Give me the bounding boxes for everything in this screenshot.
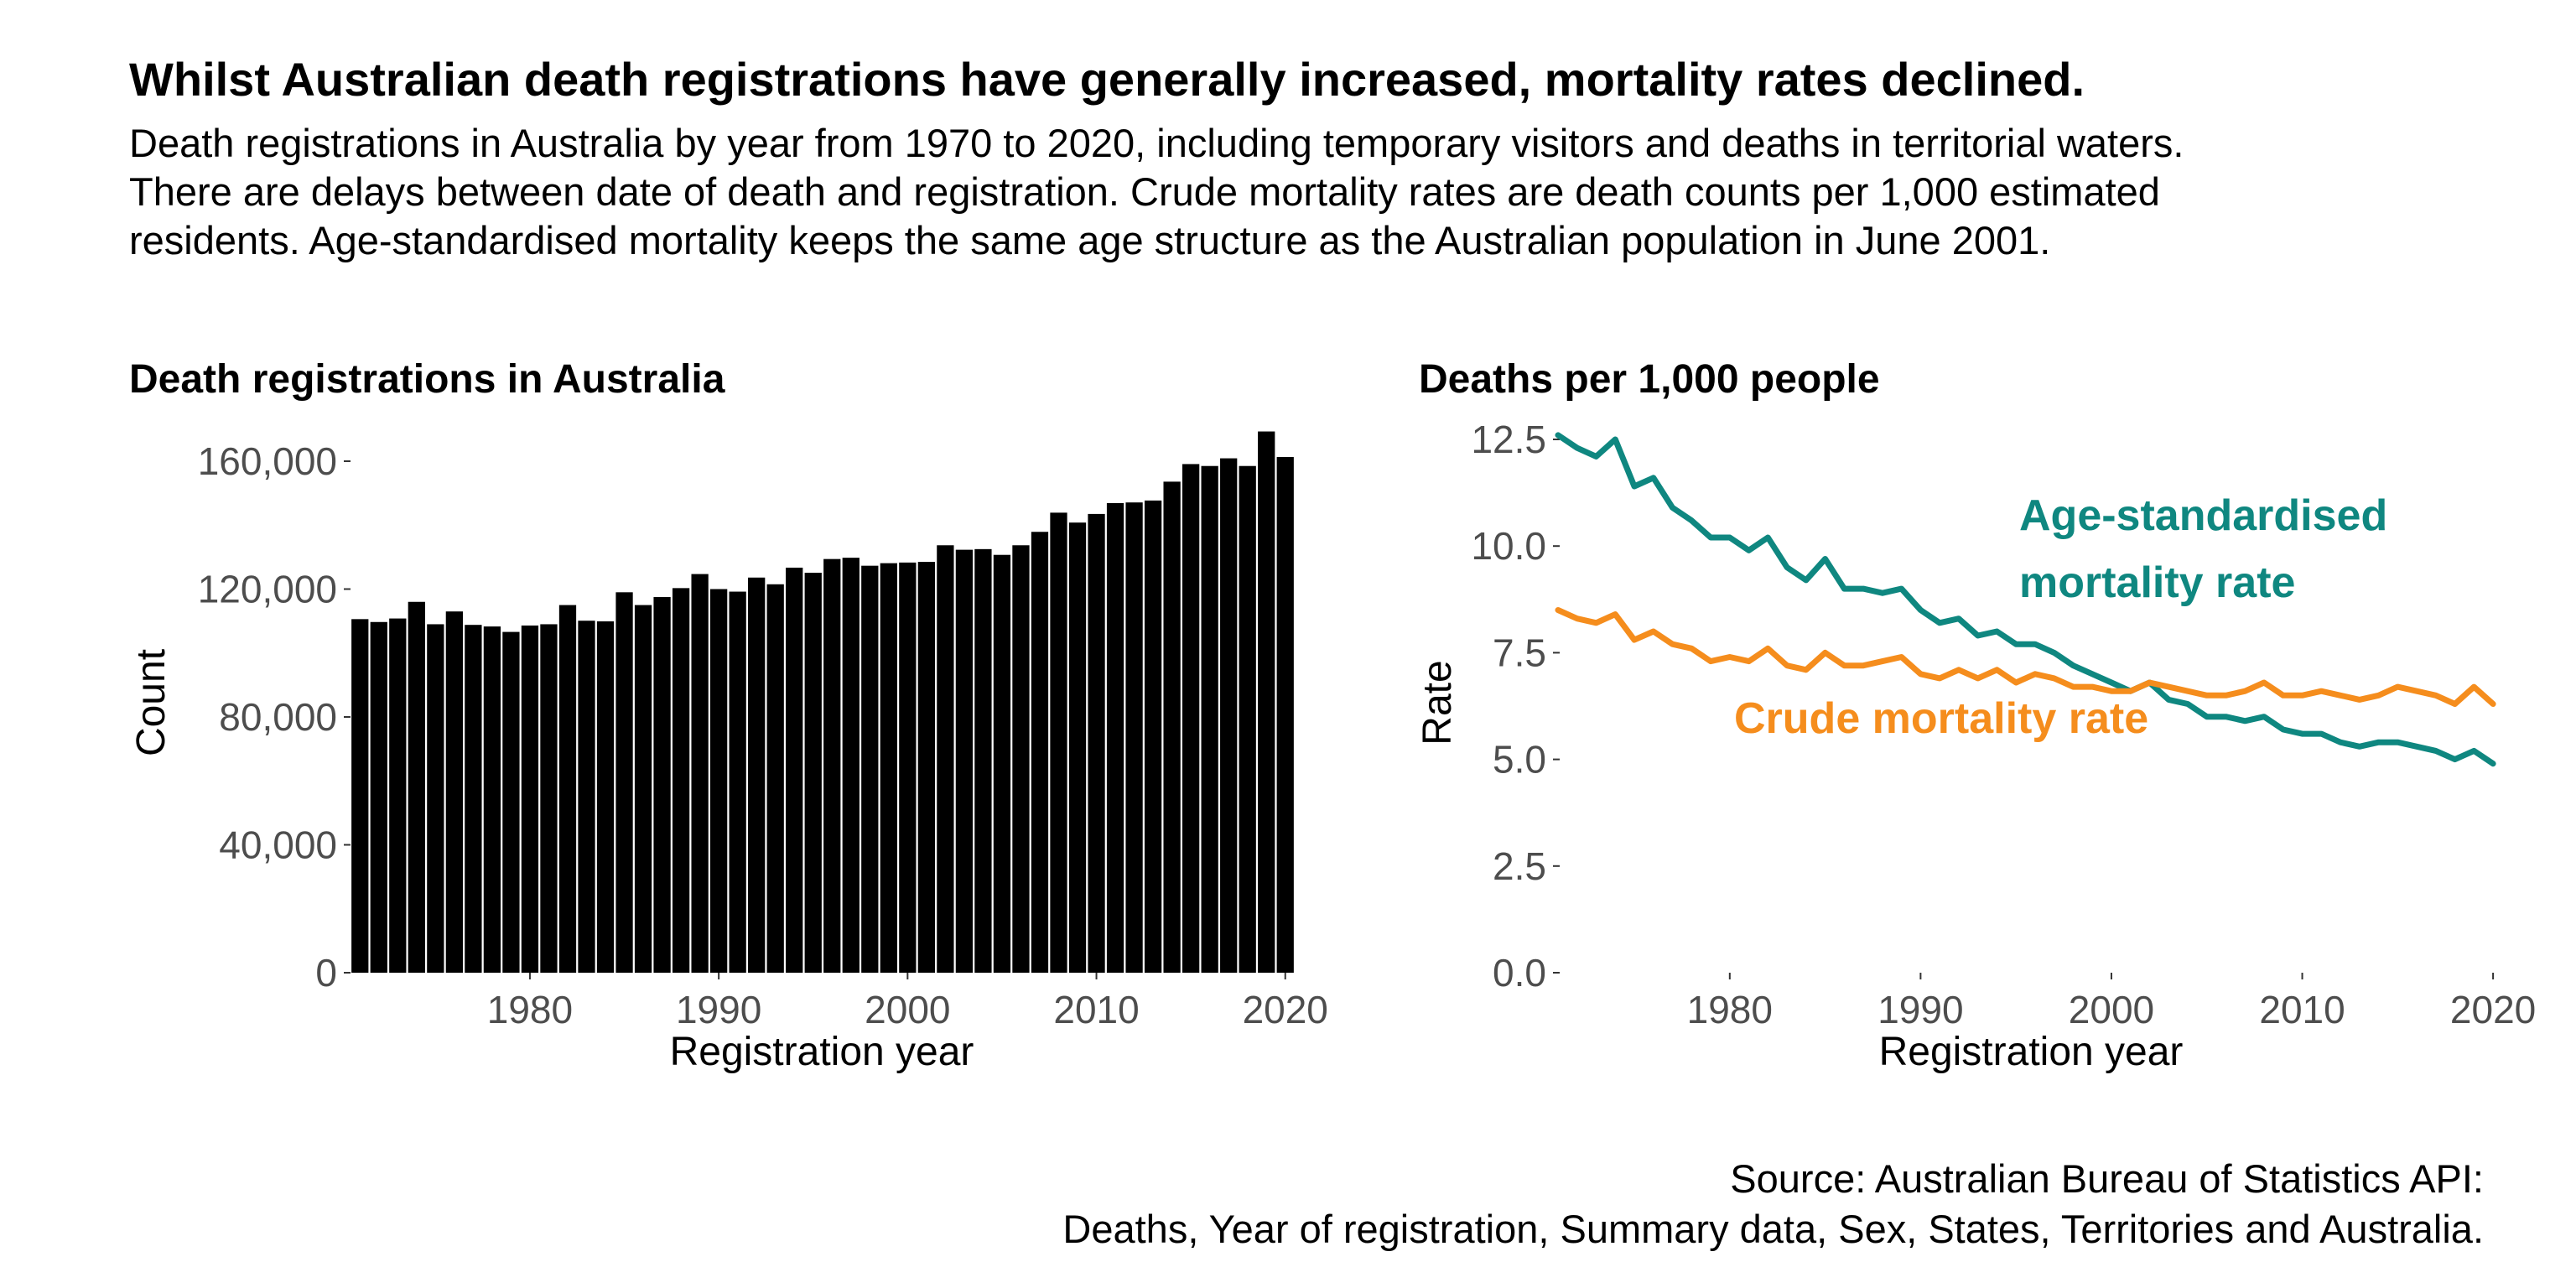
bar (861, 565, 879, 973)
bar (1050, 512, 1067, 973)
x-tick-label: 2000 (865, 988, 950, 1031)
bar (1068, 522, 1087, 973)
y-tick-label: 2.5 (1493, 844, 1546, 888)
y-tick-label: 0.0 (1493, 951, 1546, 995)
bar (1276, 457, 1294, 973)
bar-series (351, 431, 1294, 973)
x-tick-label: 2000 (2069, 988, 2154, 1031)
bar (786, 567, 803, 973)
subtitle-line: There are delays between date of death a… (129, 169, 2160, 214)
chart-title: Whilst Australian death registrations ha… (129, 53, 2085, 106)
bar (1163, 481, 1181, 973)
y-tick-label: 80,000 (219, 695, 337, 739)
bar-chart-panel: Death registrations in Australia 0 40,000… (129, 357, 1328, 1074)
line-y-axis: 0.0 2.5 5.0 7.5 10.0 12.5 (1471, 418, 1560, 995)
y-tick-label: 160,000 (198, 439, 337, 483)
bar-x-axis: 1980 1990 2000 2010 2020 (487, 973, 1328, 1031)
bar (1031, 532, 1049, 973)
bar (842, 558, 860, 973)
bar (1258, 431, 1275, 973)
bar (483, 626, 501, 973)
bar (880, 563, 897, 973)
x-tick-label: 2010 (2259, 988, 2345, 1031)
bar (558, 605, 577, 973)
x-tick-label: 2020 (2450, 988, 2536, 1031)
bar (653, 597, 671, 973)
y-tick-label: 7.5 (1493, 631, 1546, 674)
age-standardised-label: Age-standardised mortality rate (2019, 491, 2400, 607)
bar (766, 584, 784, 973)
x-tick-label: 2010 (1053, 988, 1139, 1031)
bar (729, 591, 746, 973)
crude-mortality-line (1555, 607, 2496, 707)
bar (389, 618, 407, 973)
y-tick-label: 40,000 (219, 823, 337, 867)
bar (1201, 465, 1218, 973)
bar-chart-title: Death registrations in Australia (129, 357, 725, 402)
bar (502, 631, 520, 973)
bar (899, 562, 917, 973)
bar (823, 558, 841, 973)
source-line: Source: Australian Bureau of Statistics … (1730, 1156, 2484, 1201)
bar (1182, 464, 1200, 973)
bar-y-axis-title: Count (129, 649, 174, 756)
x-tick-label: 1980 (487, 988, 573, 1031)
bar (370, 621, 387, 973)
bar-y-axis: 0 40,000 80,000 120,000 160,000 (198, 439, 351, 995)
x-tick-label: 1990 (676, 988, 761, 1031)
bar (540, 624, 558, 973)
line-y-axis-title: Rate (1415, 660, 1460, 745)
line-x-axis: 1980 1990 2000 2010 2020 (1687, 973, 2536, 1031)
x-tick-label: 1990 (1877, 988, 1963, 1031)
bar (974, 548, 992, 973)
y-tick-label: 10.0 (1471, 524, 1546, 568)
bar (1144, 500, 1162, 973)
subtitle-line: Death registrations in Australia by year… (129, 121, 2184, 165)
x-tick-label: 2020 (1243, 988, 1328, 1031)
bar (634, 605, 652, 973)
bar (710, 589, 728, 973)
bar (917, 562, 935, 973)
bar (804, 573, 822, 973)
line-chart-panel: Deaths per 1,000 people 0.0 2.5 5.0 7.5 10.0… (1415, 357, 2536, 1074)
bar (993, 554, 1011, 973)
line-x-axis-title: Registration year (1879, 1030, 2184, 1074)
age-standardised-label-line: mortality rate (2019, 558, 2295, 607)
crude-mortality-label: Crude mortality rate (1734, 694, 2148, 743)
source-note: Source: Australian Bureau of Statistics … (1062, 1154, 2484, 1254)
bar (351, 619, 369, 973)
age-standardised-line (1555, 432, 2496, 767)
bar (445, 611, 463, 973)
bar (1220, 458, 1238, 973)
age-standardised-label-line: Age-standardised (2019, 491, 2387, 540)
x-tick-label: 1980 (1687, 988, 1773, 1031)
y-tick-label: 0 (315, 951, 337, 995)
bar (1012, 545, 1030, 973)
bar (1125, 502, 1143, 973)
bar (465, 625, 482, 973)
bar (691, 574, 709, 973)
bar (672, 588, 690, 973)
bar (955, 549, 974, 973)
bar (596, 621, 615, 973)
source-line: Deaths, Year of registration, Summary da… (1062, 1207, 2484, 1251)
y-tick-label: 12.5 (1471, 418, 1546, 461)
bar (748, 577, 766, 973)
line-chart-title: Deaths per 1,000 people (1419, 357, 1880, 402)
bar (1106, 502, 1124, 973)
bar (521, 625, 539, 973)
bar (578, 621, 595, 973)
bar (1239, 465, 1256, 973)
y-tick-label: 120,000 (198, 568, 337, 611)
bar (615, 592, 633, 973)
y-tick-label: 5.0 (1493, 738, 1546, 782)
bar (1088, 513, 1105, 973)
bar (427, 624, 444, 973)
bar (937, 545, 954, 973)
bar (408, 601, 425, 973)
chart-subtitle: Death registrations in Australia by year… (129, 119, 2561, 265)
subtitle-line: residents. Age-standardised mortality ke… (129, 218, 2051, 262)
bar-x-axis-title: Registration year (670, 1030, 974, 1074)
